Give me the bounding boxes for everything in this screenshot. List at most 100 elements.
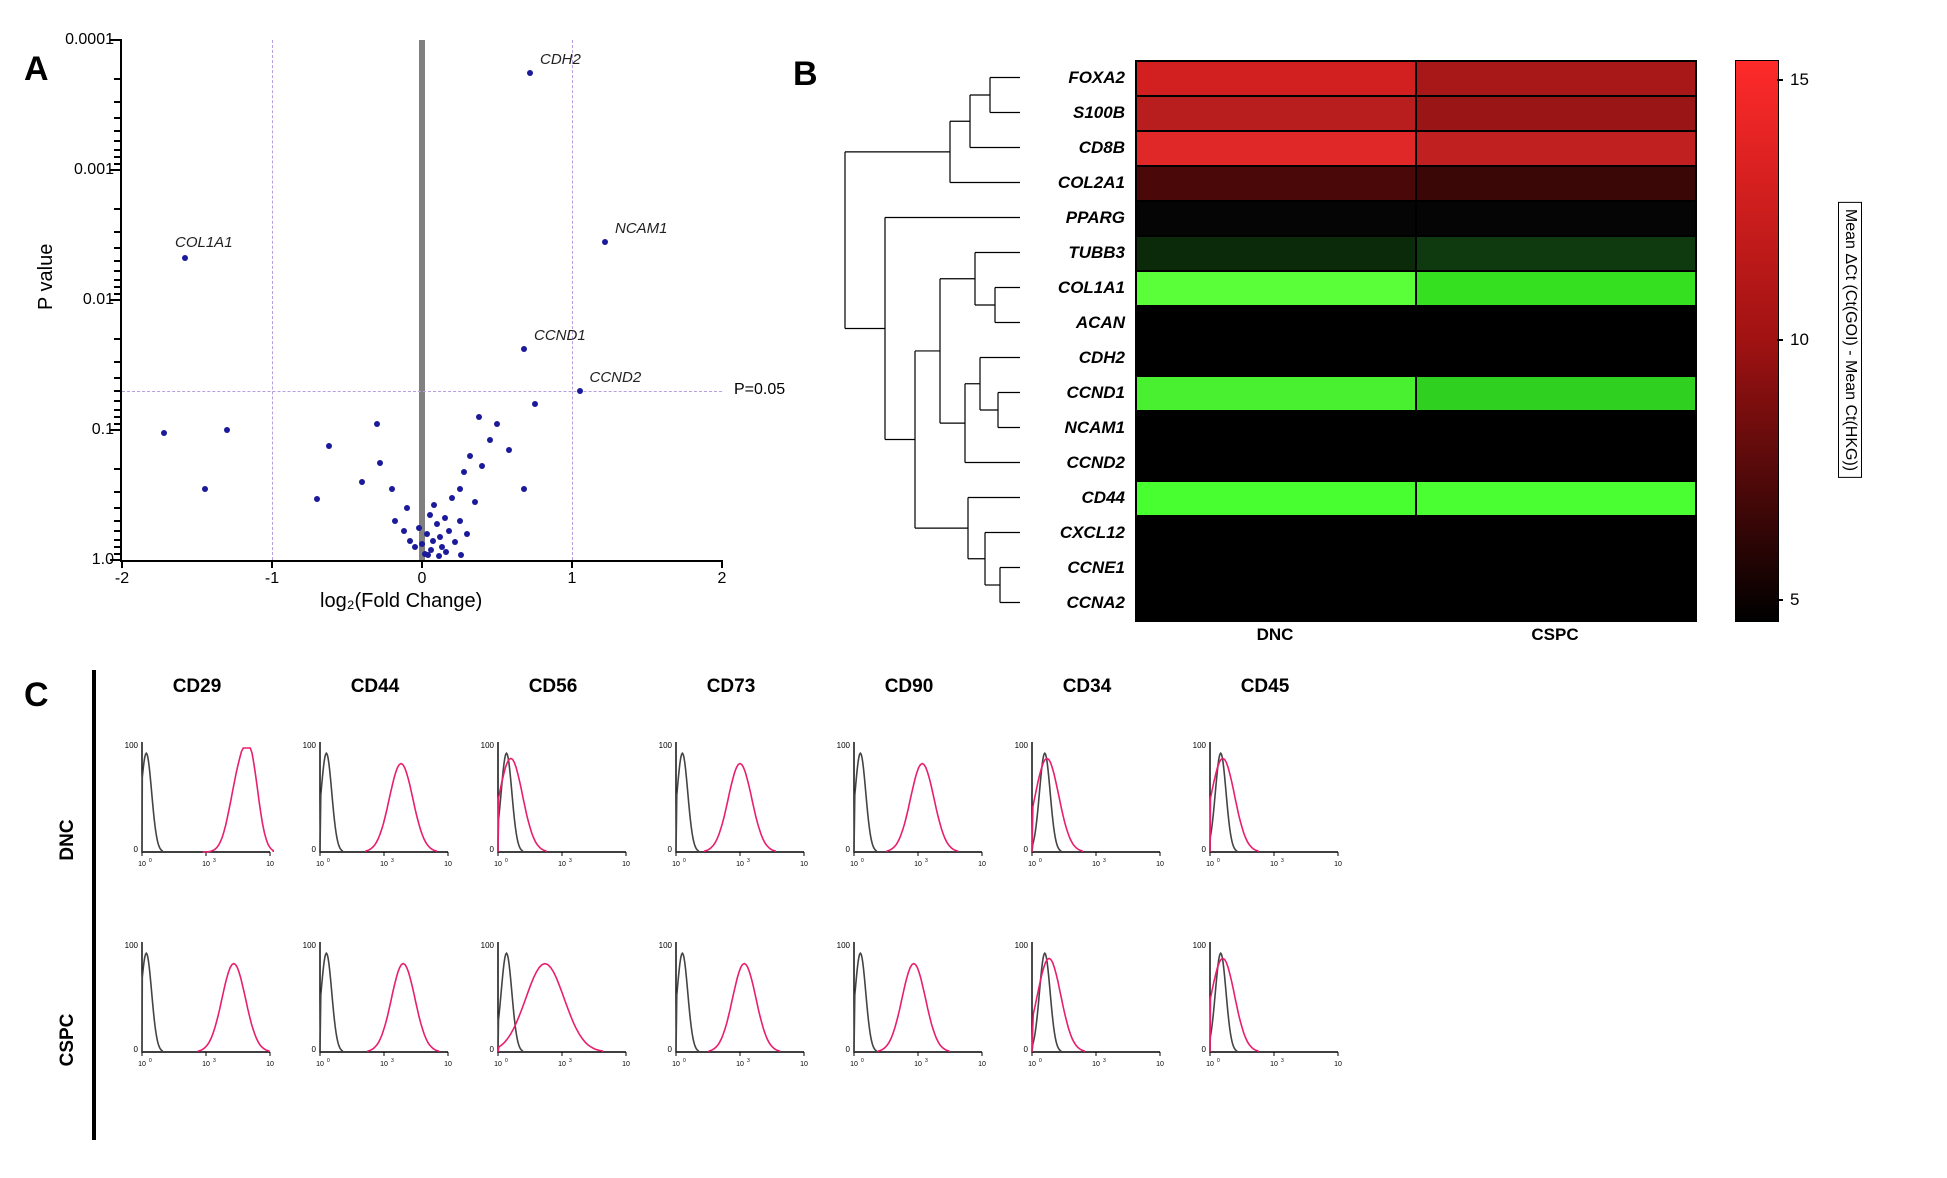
svg-text:0: 0	[490, 1045, 495, 1054]
svg-text:0: 0	[505, 858, 508, 864]
svg-text:0: 0	[490, 845, 495, 854]
heatmap-cell	[1136, 516, 1416, 551]
gene-label: ACAN	[1076, 313, 1125, 333]
y-tick: 1.0	[92, 551, 122, 569]
svg-text:3: 3	[925, 858, 928, 864]
y-tick: 0.0001	[65, 31, 122, 49]
svg-text:10: 10	[978, 1061, 986, 1068]
volcano-point	[458, 552, 464, 558]
svg-text:10: 10	[800, 861, 808, 868]
flow-marker-header: CD44	[351, 676, 400, 698]
volcano-point	[461, 469, 467, 475]
svg-text:3: 3	[213, 858, 216, 864]
heatmap-col-label: CSPC	[1531, 625, 1578, 645]
svg-text:3: 3	[925, 1058, 928, 1064]
volcano-point	[161, 430, 167, 436]
heatmap-row	[1136, 516, 1696, 551]
svg-text:10: 10	[558, 1061, 566, 1068]
volcano-point	[389, 486, 395, 492]
heatmap-cell	[1416, 551, 1696, 586]
gene-label: CCNA2	[1066, 593, 1125, 613]
svg-text:10: 10	[1028, 1061, 1036, 1068]
svg-text:0: 0	[861, 1058, 864, 1064]
svg-text:10: 10	[494, 1061, 502, 1068]
flow-cytometry-panel: CD29CD44CD56CD73CD90CD34CD45DNCCSPC01001…	[20, 670, 1420, 1150]
svg-text:10: 10	[1092, 861, 1100, 868]
volcano-point	[436, 553, 442, 559]
volcano-point	[412, 544, 418, 550]
heatmap-cell	[1136, 201, 1416, 236]
volcano-point	[457, 486, 463, 492]
volcano-point	[527, 70, 533, 76]
svg-text:10: 10	[1270, 861, 1278, 868]
svg-text:10: 10	[202, 861, 210, 868]
heatmap-panel: FOXA2S100BCD8BCOL2A1PPARGTUBB3COL1A1ACAN…	[790, 20, 1920, 660]
heatmap-cell	[1416, 376, 1696, 411]
flow-histogram: 0100100103106	[298, 730, 453, 875]
svg-text:0: 0	[846, 845, 851, 854]
svg-text:10: 10	[1092, 1061, 1100, 1068]
heatmap-cell	[1416, 446, 1696, 481]
svg-text:10: 10	[622, 861, 630, 868]
heatmap-row	[1136, 131, 1696, 166]
colorbar-title: Mean ΔCt (Ct(GOI) - Mean Ct(HKG))	[1838, 202, 1862, 478]
heatmap-cell	[1136, 481, 1416, 516]
volcano-point	[467, 453, 473, 459]
flow-histogram: 0100100103106	[1010, 730, 1165, 875]
heatmap-row	[1136, 271, 1696, 306]
fc-threshold-line	[572, 40, 573, 560]
volcano-point-label: CCND1	[534, 327, 586, 344]
flow-marker-header: CD45	[1241, 676, 1290, 698]
flow-histogram: 0100100103106	[1188, 730, 1343, 875]
gene-label: COL2A1	[1058, 173, 1125, 193]
heatmap-row	[1136, 446, 1696, 481]
volcano-point	[437, 534, 443, 540]
gene-label: TUBB3	[1068, 243, 1125, 263]
svg-text:10: 10	[316, 861, 324, 868]
heatmap-cell	[1416, 411, 1696, 446]
heatmap-cell	[1136, 306, 1416, 341]
colorbar	[1735, 60, 1779, 622]
heatmap-cell	[1416, 96, 1696, 131]
svg-text:3: 3	[569, 1058, 572, 1064]
svg-text:10: 10	[672, 861, 680, 868]
flow-histogram: 0100100103106	[476, 730, 631, 875]
gene-label: CCND2	[1066, 453, 1125, 473]
svg-text:0: 0	[149, 1058, 152, 1064]
volcano-point	[494, 421, 500, 427]
svg-text:10: 10	[1206, 861, 1214, 868]
svg-text:100: 100	[837, 941, 851, 950]
flow-histogram: 0100100103106	[832, 930, 987, 1075]
volcano-point	[419, 541, 425, 547]
svg-text:100: 100	[1193, 741, 1207, 750]
volcano-point	[401, 528, 407, 534]
flow-row-label: CSPC	[57, 1014, 79, 1067]
svg-text:3: 3	[1103, 1058, 1106, 1064]
svg-text:0: 0	[134, 1045, 139, 1054]
volcano-point	[202, 486, 208, 492]
heatmap-cell	[1136, 586, 1416, 621]
heatmap-row	[1136, 481, 1696, 516]
flow-histogram: 0100100103106	[1188, 930, 1343, 1075]
svg-text:100: 100	[1193, 941, 1207, 950]
volcano-point	[442, 515, 448, 521]
svg-text:100: 100	[125, 741, 139, 750]
volcano-point-label: NCAM1	[615, 220, 668, 237]
volcano-point	[506, 447, 512, 453]
colorbar-tick: 5	[1790, 590, 1799, 610]
flow-histogram: 0100100103106	[298, 930, 453, 1075]
heatmap-row	[1136, 236, 1696, 271]
flow-histogram: 0100100103106	[1010, 930, 1165, 1075]
volcano-point	[314, 496, 320, 502]
volcano-point	[425, 552, 431, 558]
heatmap-cell	[1136, 61, 1416, 96]
heatmap-cell	[1416, 586, 1696, 621]
heatmap-cell	[1136, 551, 1416, 586]
heatmap-cell	[1136, 166, 1416, 201]
flow-histogram: 0100100103106	[654, 930, 809, 1075]
svg-text:3: 3	[569, 858, 572, 864]
heatmap-cell	[1416, 481, 1696, 516]
svg-text:100: 100	[303, 741, 317, 750]
heatmap-row	[1136, 166, 1696, 201]
x-tick: -1	[265, 570, 279, 588]
